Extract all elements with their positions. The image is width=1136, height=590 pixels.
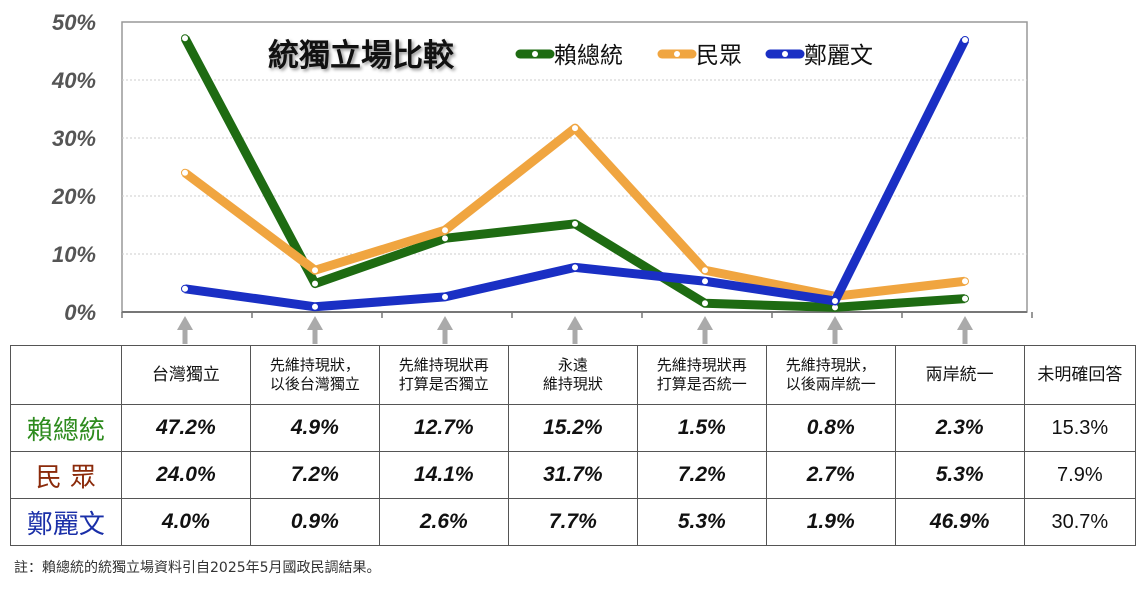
data-point	[961, 35, 969, 44]
table-header-row: 台灣獨立 先維持現狀， 以後台灣獨立 先維持現狀再 打算是否獨立 永遠 維持現狀 先維持現狀再…	[10, 345, 1136, 405]
header-line: 先維持現狀再	[398, 356, 489, 374]
y-tick-label: 30%	[52, 126, 96, 151]
column-header: 兩岸統一	[894, 345, 1025, 405]
category-arrow	[437, 316, 453, 344]
header-line: 以後兩岸統一	[785, 375, 876, 393]
y-tick-label: 40%	[51, 68, 96, 93]
table-row: 民 眾 24.0% 7.2% 14.1% 31.7% 7.2% 2.7% 5.3% 7.9%	[10, 451, 1136, 499]
value-cell: 7.2%	[249, 451, 380, 499]
value-cell: 7.2%	[636, 451, 767, 499]
header-line: 先維持現狀，	[785, 356, 876, 374]
table-row: 賴總統 47.2% 4.9% 12.7% 15.2% 1.5% 0.8% 2.3% 15.3%	[10, 404, 1136, 452]
category-arrow	[307, 316, 323, 344]
y-tick-label: 0%	[64, 300, 96, 325]
header-line: 先維持現狀，	[269, 356, 360, 374]
chart-title: 統獨立場比較	[268, 38, 455, 74]
column-header: 先維持現狀， 以後兩岸統一	[765, 345, 896, 405]
value-cell: 0.9%	[249, 498, 380, 546]
value-cell: 2.3%	[894, 404, 1025, 452]
category-arrow	[957, 316, 973, 344]
value-cell: 30.7%	[1023, 498, 1136, 546]
row-label: 民 眾	[10, 451, 122, 499]
column-header: 永遠 維持現狀	[507, 345, 638, 405]
data-point	[181, 34, 189, 43]
corner-cell	[10, 345, 122, 405]
data-point	[181, 168, 189, 177]
value-cell: 46.9%	[894, 498, 1025, 546]
value-cell: 5.3%	[636, 498, 767, 546]
data-point	[311, 266, 319, 275]
data-point	[571, 124, 579, 133]
category-arrow	[827, 316, 843, 344]
value-cell: 1.9%	[765, 498, 896, 546]
value-cell: 7.7%	[507, 498, 638, 546]
data-point	[701, 277, 709, 286]
y-tick-label: 50%	[52, 10, 96, 35]
row-label: 賴總統	[10, 404, 122, 452]
legend-item: 鄭麗文	[765, 43, 873, 69]
value-cell: 14.1%	[378, 451, 509, 499]
value-cell: 24.0%	[120, 451, 251, 499]
category-arrow	[567, 316, 583, 344]
column-header: 先維持現狀再 打算是否統一	[636, 345, 767, 405]
data-point	[441, 292, 449, 301]
value-cell: 15.3%	[1023, 404, 1136, 452]
header-line: 永遠	[557, 356, 588, 374]
header-line: 兩岸統一	[925, 364, 994, 385]
legend-label: 鄭麗文	[804, 43, 873, 69]
table-row: 鄭麗文 4.0% 0.9% 2.6% 7.7% 5.3% 1.9% 46.9% 30.7%	[10, 498, 1136, 546]
data-point	[701, 266, 709, 275]
data-point	[311, 279, 319, 288]
column-header: 先維持現狀再 打算是否獨立	[378, 345, 509, 405]
y-tick-label: 10%	[52, 242, 96, 267]
data-point	[441, 234, 449, 243]
legend-label: 賴總統	[554, 43, 623, 69]
data-table: 台灣獨立 先維持現狀， 以後台灣獨立 先維持現狀再 打算是否獨立 永遠 維持現狀 先維持現狀再…	[10, 345, 1136, 546]
data-point	[831, 296, 839, 305]
header-line: 台灣獨立	[151, 364, 220, 385]
header-line: 維持現狀	[542, 375, 603, 393]
value-cell: 1.5%	[636, 404, 767, 452]
header-line: 打算是否獨立	[398, 375, 489, 393]
header-line: 打算是否統一	[656, 375, 747, 393]
value-cell: 0.8%	[765, 404, 896, 452]
row-label: 鄭麗文	[10, 498, 122, 546]
value-cell: 4.9%	[249, 404, 380, 452]
line-chart: 0% 10% 20% 30% 40% 50% 統獨立場比較 賴總統 民眾 鄭麗文	[51, 10, 1033, 344]
value-cell: 15.2%	[507, 404, 638, 452]
data-point	[571, 263, 579, 272]
column-header: 台灣獨立	[120, 345, 251, 405]
legend-item: 民眾	[657, 43, 742, 69]
data-point	[571, 219, 579, 228]
data-point	[311, 302, 319, 311]
header-line: 先維持現狀再	[656, 356, 747, 374]
value-cell: 4.0%	[120, 498, 251, 546]
y-tick-label: 20%	[51, 184, 96, 209]
header-line: 未明確回答	[1037, 364, 1123, 385]
legend-label: 民眾	[696, 43, 742, 69]
value-cell: 7.9%	[1023, 451, 1136, 499]
footnote: 註：賴總統的統獨立場資料引自2025年5月國政民調結果。	[14, 560, 381, 576]
data-point	[961, 294, 969, 303]
category-arrow	[697, 316, 713, 344]
value-cell: 31.7%	[507, 451, 638, 499]
column-header: 先維持現狀， 以後台灣獨立	[249, 345, 380, 405]
value-cell: 2.6%	[378, 498, 509, 546]
header-line: 以後台灣獨立	[269, 375, 360, 393]
data-point	[961, 277, 969, 286]
value-cell: 2.7%	[765, 451, 896, 499]
value-cell: 47.2%	[120, 404, 251, 452]
column-header: 未明確回答	[1023, 345, 1136, 405]
value-cell: 5.3%	[894, 451, 1025, 499]
category-arrow	[177, 316, 193, 344]
value-cell: 12.7%	[378, 404, 509, 452]
legend-item: 賴總統	[515, 43, 623, 69]
data-point	[181, 284, 189, 293]
data-point	[441, 226, 449, 235]
data-point	[701, 299, 709, 308]
